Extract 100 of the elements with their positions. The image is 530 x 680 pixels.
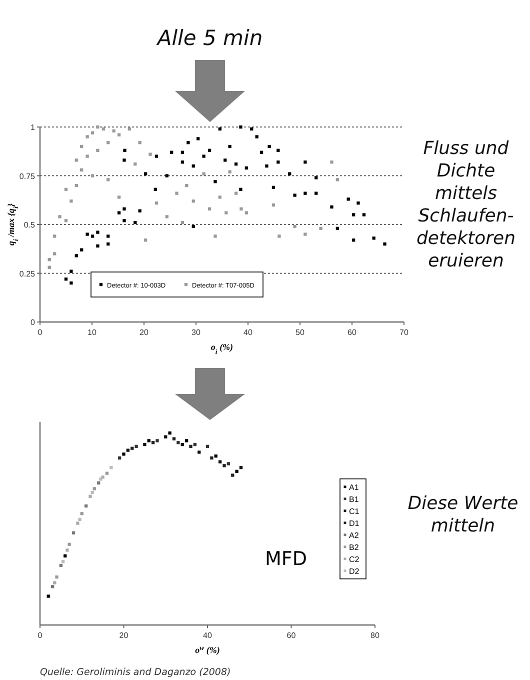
point (278, 234, 281, 238)
point (80, 168, 84, 172)
point (90, 174, 94, 178)
point (154, 201, 158, 205)
text: Alle 5 min (155, 26, 263, 50)
point (138, 141, 142, 144)
point (319, 226, 322, 230)
point (61, 560, 65, 564)
point (175, 192, 178, 195)
point (202, 172, 206, 176)
point (117, 133, 121, 136)
point (74, 158, 78, 162)
x-tick-label: 0 (38, 631, 43, 640)
point (90, 490, 94, 494)
point (86, 135, 89, 138)
point (134, 162, 137, 166)
point (102, 127, 106, 131)
point (58, 215, 62, 218)
legend-label: A1 (349, 482, 360, 492)
point (126, 448, 130, 452)
point (59, 564, 63, 568)
point (105, 472, 109, 475)
point (96, 148, 100, 152)
point (330, 160, 334, 164)
source-note: Quelle: Geroliminis and Daganzo (2008) (40, 667, 231, 678)
point (96, 125, 100, 129)
y-tick-label: 1 (30, 123, 36, 132)
point (117, 196, 121, 199)
point (122, 452, 126, 456)
point (70, 200, 73, 203)
point (64, 188, 68, 191)
point (72, 531, 76, 534)
point (172, 437, 176, 440)
point (55, 575, 58, 579)
point (48, 266, 51, 269)
point (86, 154, 89, 158)
point (214, 234, 217, 238)
point (168, 431, 172, 435)
point (336, 178, 340, 182)
point (272, 203, 276, 207)
legend-label: A2 (349, 530, 360, 540)
point (165, 215, 168, 218)
x-tick-label: 60 (286, 631, 296, 640)
point (304, 232, 307, 236)
point (164, 435, 168, 438)
point (84, 504, 88, 508)
x-tick-label: 40 (203, 631, 212, 640)
point (128, 127, 132, 131)
text: Diese Werte mitteln (408, 492, 518, 536)
point (293, 224, 296, 228)
point (214, 454, 218, 458)
point (208, 207, 212, 210)
point (88, 494, 92, 498)
x-tick-label: 20 (140, 328, 149, 337)
y-tick-label: 0.5 (24, 220, 36, 230)
point (134, 444, 138, 448)
legend-label: C2 (349, 554, 360, 564)
point (189, 444, 192, 448)
point (147, 439, 150, 442)
point (68, 542, 71, 546)
point (92, 487, 96, 490)
point (143, 442, 146, 446)
point (180, 220, 184, 224)
legend-label: C1 (349, 506, 360, 516)
x-tick-label: 20 (119, 631, 129, 640)
point (192, 200, 195, 203)
point (184, 439, 188, 442)
point (80, 512, 84, 516)
point (240, 207, 243, 210)
point (90, 131, 94, 134)
x-axis-title: o$^{w}$ (%) (195, 644, 220, 655)
point (112, 129, 116, 132)
point (118, 456, 122, 460)
point (64, 554, 67, 558)
point (130, 446, 134, 450)
point (231, 474, 234, 477)
point (176, 441, 180, 444)
point (78, 518, 82, 521)
point (193, 442, 197, 446)
point (110, 466, 113, 470)
point (48, 258, 51, 262)
point (53, 581, 56, 584)
point (156, 439, 159, 442)
point (218, 196, 222, 199)
point (228, 170, 232, 174)
legend-label: D2 (349, 566, 360, 576)
annotation: MFD (265, 548, 307, 570)
x-tick-label: 80 (370, 631, 380, 640)
x-tick-label: 30 (192, 328, 201, 337)
point (222, 464, 226, 468)
point (76, 522, 80, 525)
point (106, 141, 110, 144)
point (210, 456, 214, 460)
y-tick-label: 0.75 (19, 172, 36, 181)
legend-label: D1 (349, 518, 360, 528)
x-tick-label: 60 (348, 328, 357, 337)
point (148, 152, 152, 156)
point (218, 460, 222, 464)
point (46, 594, 50, 598)
point (239, 466, 243, 470)
